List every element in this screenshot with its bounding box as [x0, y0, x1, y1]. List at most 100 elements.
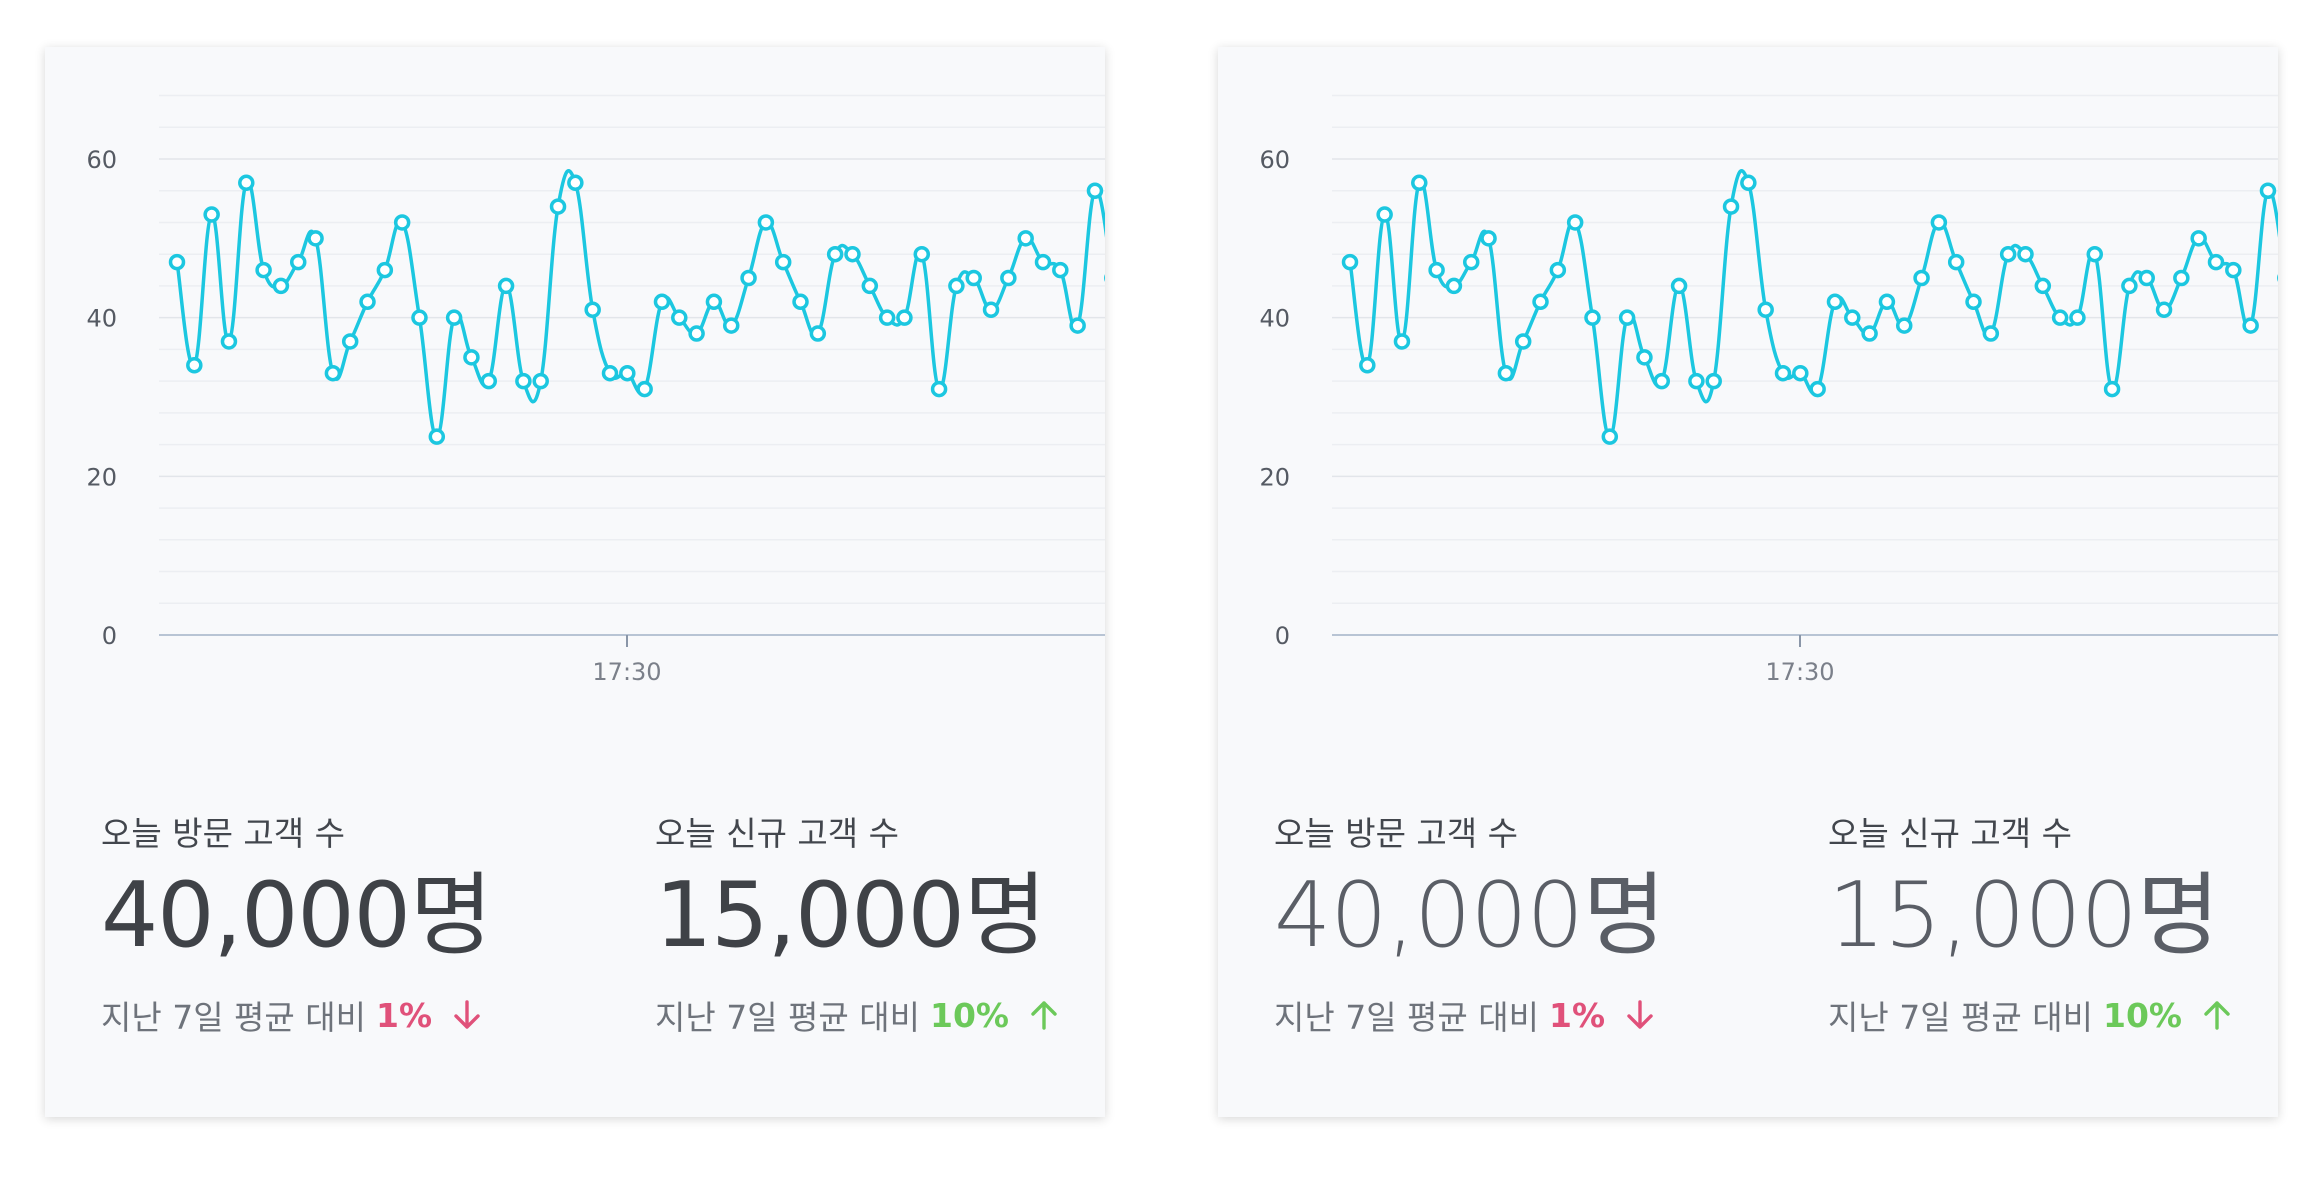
data-point[interactable]	[653, 293, 671, 311]
data-point[interactable]	[1086, 182, 1104, 199]
data-point[interactable]	[480, 372, 498, 390]
data-point[interactable]	[2051, 309, 2069, 326]
data-point[interactable]	[1636, 349, 1653, 366]
data-point[interactable]	[324, 364, 342, 382]
data-point[interactable]	[411, 309, 428, 326]
data-point[interactable]	[1774, 364, 1792, 382]
data-point[interactable]	[1722, 198, 1740, 215]
data-point[interactable]	[1895, 317, 1913, 334]
data-point[interactable]	[965, 269, 982, 287]
data-point[interactable]	[1514, 333, 1532, 350]
data-point[interactable]	[1445, 277, 1463, 295]
data-point[interactable]	[826, 245, 844, 263]
data-point[interactable]	[272, 277, 290, 295]
data-point[interactable]	[584, 301, 601, 318]
data-point[interactable]	[878, 309, 896, 326]
data-point[interactable]	[2155, 301, 2173, 318]
data-point[interactable]	[671, 309, 688, 326]
data-point[interactable]	[1653, 372, 1671, 390]
data-point[interactable]	[168, 253, 186, 271]
data-point[interactable]	[1393, 333, 1411, 350]
data-point[interactable]	[1376, 206, 1393, 223]
data-point[interactable]	[2034, 277, 2052, 295]
data-point[interactable]	[1965, 293, 1982, 311]
data-point[interactable]	[740, 269, 757, 287]
data-point[interactable]	[2225, 261, 2242, 279]
data-point[interactable]	[203, 206, 220, 223]
data-point[interactable]	[844, 245, 861, 263]
data-point[interactable]	[341, 333, 359, 350]
data-point[interactable]	[861, 277, 879, 295]
data-point[interactable]	[289, 253, 307, 271]
data-point[interactable]	[2138, 269, 2155, 287]
data-point[interactable]	[1052, 261, 1069, 279]
data-point[interactable]	[1532, 293, 1549, 311]
data-point[interactable]	[1034, 253, 1052, 271]
data-point[interactable]	[896, 309, 913, 326]
data-point[interactable]	[1480, 230, 1497, 247]
data-point[interactable]	[1462, 253, 1480, 271]
data-point[interactable]	[1601, 428, 1619, 445]
data-point[interactable]	[1000, 269, 1017, 287]
data-point[interactable]	[359, 293, 376, 311]
data-point[interactable]	[1584, 309, 1601, 326]
data-point[interactable]	[619, 364, 636, 382]
data-point[interactable]	[186, 357, 203, 374]
data-point[interactable]	[982, 301, 1000, 318]
data-point[interactable]	[238, 174, 255, 192]
data-point[interactable]	[1705, 372, 1722, 390]
data-point[interactable]	[1844, 309, 1861, 326]
data-point[interactable]	[1618, 309, 1636, 326]
data-point[interactable]	[722, 317, 740, 334]
data-point[interactable]	[948, 277, 965, 295]
data-point[interactable]	[1670, 277, 1688, 295]
data-point[interactable]	[930, 380, 948, 398]
data-point[interactable]	[1566, 214, 1584, 231]
data-point[interactable]	[2259, 182, 2277, 199]
data-point[interactable]	[913, 245, 931, 263]
data-point[interactable]	[1359, 357, 1376, 374]
data-point[interactable]	[428, 428, 446, 445]
data-point[interactable]	[220, 333, 238, 350]
data-point[interactable]	[2121, 277, 2138, 295]
data-point[interactable]	[2207, 253, 2225, 271]
data-point[interactable]	[463, 349, 480, 366]
data-point[interactable]	[757, 214, 775, 231]
data-point[interactable]	[1809, 380, 1826, 398]
data-point[interactable]	[1757, 301, 1774, 318]
data-point[interactable]	[445, 309, 463, 326]
data-point[interactable]	[2103, 380, 2121, 398]
data-point[interactable]	[636, 380, 653, 398]
data-point[interactable]	[515, 372, 532, 390]
data-point[interactable]	[792, 293, 809, 311]
data-point[interactable]	[497, 277, 515, 295]
data-point[interactable]	[1913, 269, 1930, 287]
data-point[interactable]	[549, 198, 567, 215]
data-point[interactable]	[1740, 174, 1757, 192]
data-point[interactable]	[1930, 214, 1948, 231]
data-point[interactable]	[1428, 261, 1445, 279]
data-point[interactable]	[2086, 245, 2104, 263]
data-point[interactable]	[1688, 372, 1705, 390]
data-point[interactable]	[1411, 174, 1428, 192]
data-point[interactable]	[255, 261, 272, 279]
data-point[interactable]	[1861, 325, 1878, 342]
data-point[interactable]	[1497, 364, 1515, 382]
data-point[interactable]	[2242, 317, 2259, 334]
data-point[interactable]	[532, 372, 549, 390]
data-point[interactable]	[1341, 253, 1359, 271]
data-point[interactable]	[705, 293, 723, 311]
data-point[interactable]	[601, 364, 619, 382]
data-point[interactable]	[1017, 230, 1034, 247]
data-point[interactable]	[1069, 317, 1086, 334]
data-point[interactable]	[1999, 245, 2017, 263]
data-point[interactable]	[2017, 245, 2034, 263]
data-point[interactable]	[1982, 325, 2000, 342]
data-point[interactable]	[1947, 253, 1965, 271]
data-point[interactable]	[1792, 364, 1809, 382]
data-point[interactable]	[688, 325, 705, 342]
data-point[interactable]	[2190, 230, 2207, 247]
data-point[interactable]	[1878, 293, 1896, 311]
data-point[interactable]	[809, 325, 827, 342]
data-point[interactable]	[376, 261, 394, 279]
